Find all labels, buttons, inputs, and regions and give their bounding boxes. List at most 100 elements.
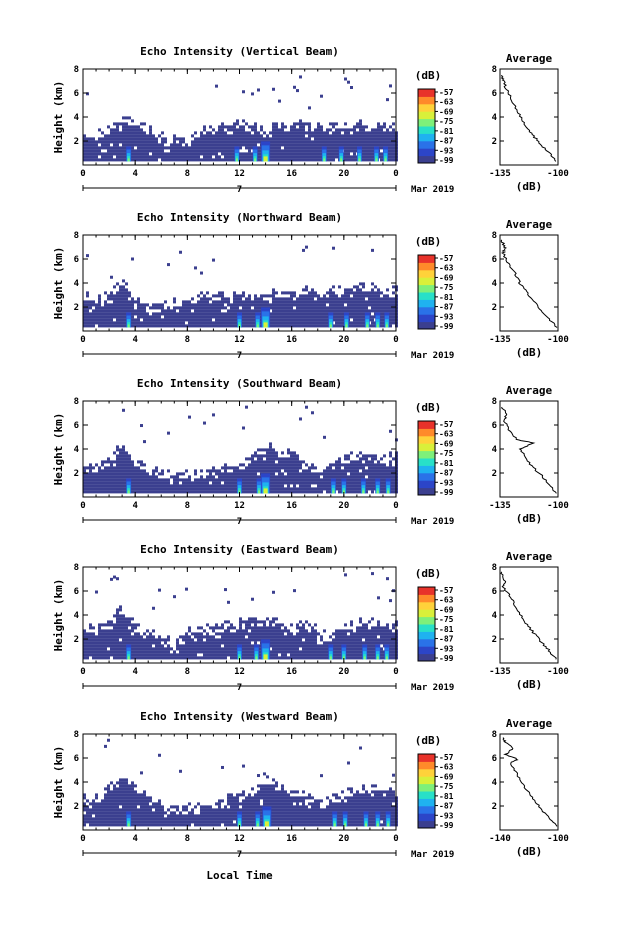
colorbar-swatch	[418, 96, 435, 105]
echo-cell	[287, 140, 290, 144]
echo-cell	[203, 125, 206, 129]
echo-cell	[131, 475, 134, 479]
echo-cell	[107, 484, 110, 488]
echo-cell	[254, 475, 257, 479]
echo-cell	[365, 454, 368, 458]
echo-cell	[299, 478, 302, 482]
echo-cell	[230, 490, 233, 494]
echo-cell	[392, 644, 395, 648]
echo-cell	[332, 312, 335, 316]
colorbar-swatch	[418, 480, 435, 489]
echo-cell	[278, 143, 281, 147]
echo-cell	[353, 460, 356, 464]
echo-cell	[386, 134, 389, 138]
echo-cell	[356, 134, 359, 138]
echo-cell	[305, 285, 308, 289]
echo-cell	[389, 315, 392, 319]
echo-cell	[299, 315, 302, 319]
echo-cell	[392, 650, 395, 654]
echo-cell	[215, 644, 218, 648]
echo-cell	[305, 312, 308, 316]
echo-cell	[128, 629, 131, 633]
echo-cell	[287, 152, 290, 156]
echo-cell	[299, 324, 302, 328]
echo-cell	[368, 466, 371, 470]
echo-cell	[164, 300, 167, 304]
echo-cell	[113, 487, 116, 491]
echo-cell	[269, 460, 272, 464]
echo-cell	[287, 644, 290, 648]
echo-cell	[251, 475, 254, 479]
echo-cell	[224, 297, 227, 301]
echo-cell	[269, 312, 272, 316]
echo-cell	[239, 623, 242, 627]
echo-cell	[371, 318, 374, 322]
echo-cell	[98, 309, 101, 313]
echo-cell	[254, 134, 257, 138]
echo-cell	[308, 478, 311, 482]
echo-cell	[392, 656, 395, 660]
echo-cell	[125, 638, 128, 642]
echo-cell	[290, 454, 293, 458]
echo-cell	[302, 629, 305, 633]
echo-cell	[353, 291, 356, 295]
echo-cell	[296, 457, 299, 461]
echo-cell	[257, 457, 260, 461]
echo-cell	[185, 155, 188, 159]
echo-cell	[215, 300, 218, 304]
echo-cell	[152, 315, 155, 319]
echo-cell	[122, 294, 125, 298]
echo-cell	[149, 315, 152, 319]
echo-cell	[236, 309, 239, 313]
echo-cell	[335, 629, 338, 633]
echo-cell	[95, 463, 98, 467]
echo-cell	[389, 469, 392, 473]
echo-cell	[359, 466, 362, 470]
x-tick-label: 16	[286, 335, 297, 345]
colorbar-swatch	[418, 292, 435, 300]
echo-cell	[269, 656, 272, 660]
echo-cell	[131, 309, 134, 313]
echo-cell	[386, 143, 389, 147]
echo-cell	[164, 638, 167, 642]
echo-cell	[170, 152, 173, 156]
echo-cell	[299, 472, 302, 476]
echo-cell	[290, 149, 293, 153]
echo-cell	[113, 306, 116, 310]
colorbar-swatch	[418, 314, 435, 323]
echo-cell	[296, 306, 299, 310]
echo-cell	[242, 632, 245, 636]
echo-cell	[392, 137, 395, 141]
echo-cell	[161, 143, 164, 147]
echo-cell	[152, 653, 155, 657]
echo-cell	[356, 303, 359, 307]
echo-cell	[296, 312, 299, 316]
echo-cell	[83, 143, 86, 147]
echo-cell	[377, 626, 380, 630]
echo-cell	[221, 487, 224, 491]
echo-cell	[128, 466, 131, 470]
echo-cell	[296, 460, 299, 464]
echo-core	[332, 490, 335, 494]
echo-cell	[347, 137, 350, 141]
echo-cell	[290, 463, 293, 467]
panel-title: Echo Intensity (Vertical Beam)	[140, 45, 339, 58]
echo-cell	[293, 484, 296, 488]
echo-cell	[197, 158, 200, 162]
echo-cell	[386, 469, 389, 473]
echo-cell	[116, 487, 119, 491]
echo-cell	[347, 152, 350, 156]
echo-cell	[368, 131, 371, 135]
echo-cell	[173, 656, 176, 660]
echo-core	[127, 490, 130, 494]
echo-cell	[308, 315, 311, 319]
echo-cell	[380, 140, 383, 144]
echo-cell	[344, 134, 347, 138]
echo-core	[254, 158, 257, 162]
colorbar-swatch	[418, 89, 435, 97]
echo-cell	[224, 306, 227, 310]
echo-cell	[98, 469, 101, 473]
echo-cell	[380, 128, 383, 132]
echo-cell	[386, 638, 389, 642]
echo-cell	[314, 131, 317, 135]
